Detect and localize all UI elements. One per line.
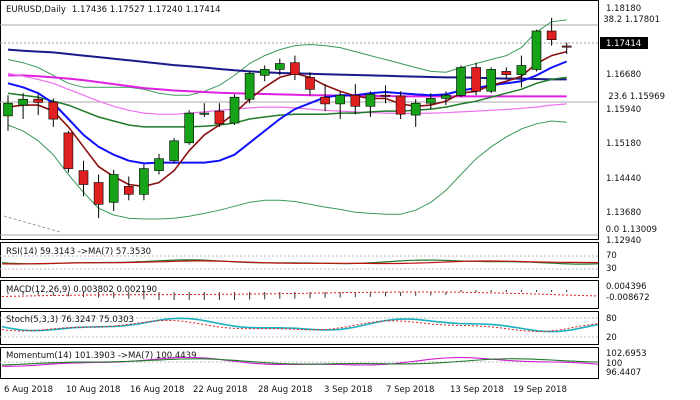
line-bb-upper bbox=[7, 19, 567, 96]
candle-bull bbox=[441, 94, 451, 99]
date-label-4: 22 Aug 2018 bbox=[193, 385, 247, 395]
candles bbox=[3, 17, 572, 219]
momentum-tick-top: 102.6953 bbox=[606, 349, 647, 359]
macd-histogram bbox=[1, 290, 599, 300]
candle-bear bbox=[305, 77, 315, 90]
candle-bear bbox=[546, 30, 557, 40]
stoch-label: Stoch(5,3,3) 76.3247 75.0303 bbox=[6, 315, 134, 325]
candle-bull bbox=[259, 69, 270, 76]
momentum-tick-bottom: 96.4407 bbox=[606, 368, 641, 378]
price-tick-5: 1.14440 bbox=[606, 174, 641, 184]
candle-bull bbox=[154, 158, 164, 171]
candle-bear bbox=[124, 186, 134, 195]
macd-label: MACD(12,26,9) 0.003802 0.002190 bbox=[6, 285, 157, 295]
candle-bull bbox=[199, 112, 210, 115]
momentum-label: Momentum(14) 101.3903 ->MA(7) 100.4439 bbox=[6, 351, 196, 361]
price-tick-7: 1.12940 bbox=[606, 236, 641, 246]
candle-bear bbox=[48, 101, 59, 120]
candle-bull bbox=[184, 112, 194, 144]
candle-bear bbox=[78, 170, 89, 185]
candle-bull bbox=[410, 102, 421, 116]
candle-bear bbox=[501, 71, 512, 75]
date-label-3: 16 Aug 2018 bbox=[130, 385, 184, 395]
candle-bear bbox=[395, 95, 406, 115]
candle-bear bbox=[350, 94, 361, 107]
current-price-label: 1.17414 bbox=[606, 39, 641, 49]
momentum-ma-line bbox=[1, 358, 599, 366]
candle-bear bbox=[214, 110, 225, 125]
line-bb-lower bbox=[7, 120, 567, 220]
date-label-7: 7 Sep 2018 bbox=[386, 385, 434, 395]
current-price-badge bbox=[600, 37, 648, 49]
candle-bull bbox=[108, 174, 119, 203]
candle-bull bbox=[139, 168, 149, 195]
date-label-5: 28 Aug 2018 bbox=[258, 385, 312, 395]
candle-bear bbox=[380, 94, 391, 97]
candle-bear bbox=[320, 96, 330, 105]
momentum-panel-frame bbox=[0, 347, 599, 379]
main-panel-frame bbox=[0, 0, 599, 240]
ohlc-readout: 1.17436 1.17527 1.17240 1.17414 bbox=[72, 5, 221, 15]
stoch-k-line bbox=[1, 317, 599, 333]
candle-bull bbox=[365, 94, 376, 107]
rsi-panel-frame bbox=[0, 242, 599, 278]
fib-label-0: 0.0 1.13009 bbox=[606, 225, 657, 235]
candle-bull bbox=[3, 102, 13, 117]
candle-bear bbox=[33, 98, 44, 103]
candle-bull bbox=[229, 96, 240, 124]
candle-bull bbox=[274, 63, 285, 70]
momentum-tick-mid: 100 bbox=[606, 359, 622, 369]
price-tick-3: 1.15940 bbox=[606, 105, 641, 115]
price-tick-6: 1.13680 bbox=[606, 208, 641, 218]
candle-bull bbox=[486, 69, 497, 92]
stoch-tick-80: 80 bbox=[606, 314, 617, 324]
line-ma-magenta bbox=[8, 74, 567, 98]
candle-bear bbox=[93, 182, 104, 205]
price-tick-2: 1.16680 bbox=[606, 70, 641, 80]
stoch-lines bbox=[1, 317, 599, 333]
candle-bear bbox=[471, 67, 481, 92]
stoch-panel-frame bbox=[0, 311, 599, 345]
candle-bull bbox=[531, 30, 542, 70]
timeframe-label: Daily bbox=[44, 5, 66, 15]
date-axis: 6 Aug 2018 10 Aug 2018 16 Aug 2018 22 Au… bbox=[4, 385, 567, 395]
candle-bull bbox=[335, 94, 346, 105]
price-tick-4: 1.15180 bbox=[606, 139, 641, 149]
rsi-lines bbox=[1, 259, 599, 265]
date-label-9: 19 Sep 2018 bbox=[513, 385, 567, 395]
line-ma-darkred bbox=[7, 50, 567, 188]
candle-bear bbox=[290, 62, 300, 75]
macd-panel-frame bbox=[0, 280, 599, 309]
candle-bull bbox=[244, 73, 255, 100]
fib-label-236: 23.6 1.15969 bbox=[608, 92, 665, 102]
fib-label-382: 38.2 1.17801 bbox=[603, 15, 660, 25]
macd-signal-line bbox=[1, 291, 599, 297]
candle-bull bbox=[169, 140, 179, 161]
momentum-lines bbox=[1, 356, 599, 367]
rsi-tick-70: 70 bbox=[606, 251, 617, 261]
macd-tick-bottom: -0.008672 bbox=[606, 293, 650, 303]
rsi-tick-30: 30 bbox=[606, 264, 617, 274]
date-label-2: 10 Aug 2018 bbox=[66, 385, 120, 395]
candle-bull bbox=[516, 65, 527, 75]
date-label-1: 6 Aug 2018 bbox=[4, 385, 53, 395]
date-label-6: 3 Sep 2018 bbox=[324, 385, 372, 395]
stoch-tick-20: 20 bbox=[606, 333, 617, 343]
chart-title: EURUSD,Daily 1.17436 1.17527 1.17240 1.17… bbox=[6, 5, 221, 15]
price-tick-1: 1.18180 bbox=[606, 4, 641, 14]
candle-bear bbox=[561, 45, 572, 48]
candle-bull bbox=[425, 98, 436, 104]
candle-bear bbox=[63, 132, 74, 169]
rsi-label: RSI(14) 59.3143 ->MA(7) 57.3530 bbox=[6, 247, 151, 257]
date-label-8: 13 Sep 2018 bbox=[450, 385, 504, 395]
line-ma-pink bbox=[7, 72, 567, 115]
price-axis: 1.18180 1.16680 1.15940 1.15180 1.14440 … bbox=[600, 4, 648, 246]
rsi-ma-line bbox=[2, 260, 599, 265]
macd-tick-top: 0.004396 bbox=[606, 282, 647, 292]
symbol-label: EURUSD bbox=[6, 5, 42, 15]
candle-bull bbox=[456, 67, 466, 96]
candle-bull bbox=[18, 98, 28, 106]
